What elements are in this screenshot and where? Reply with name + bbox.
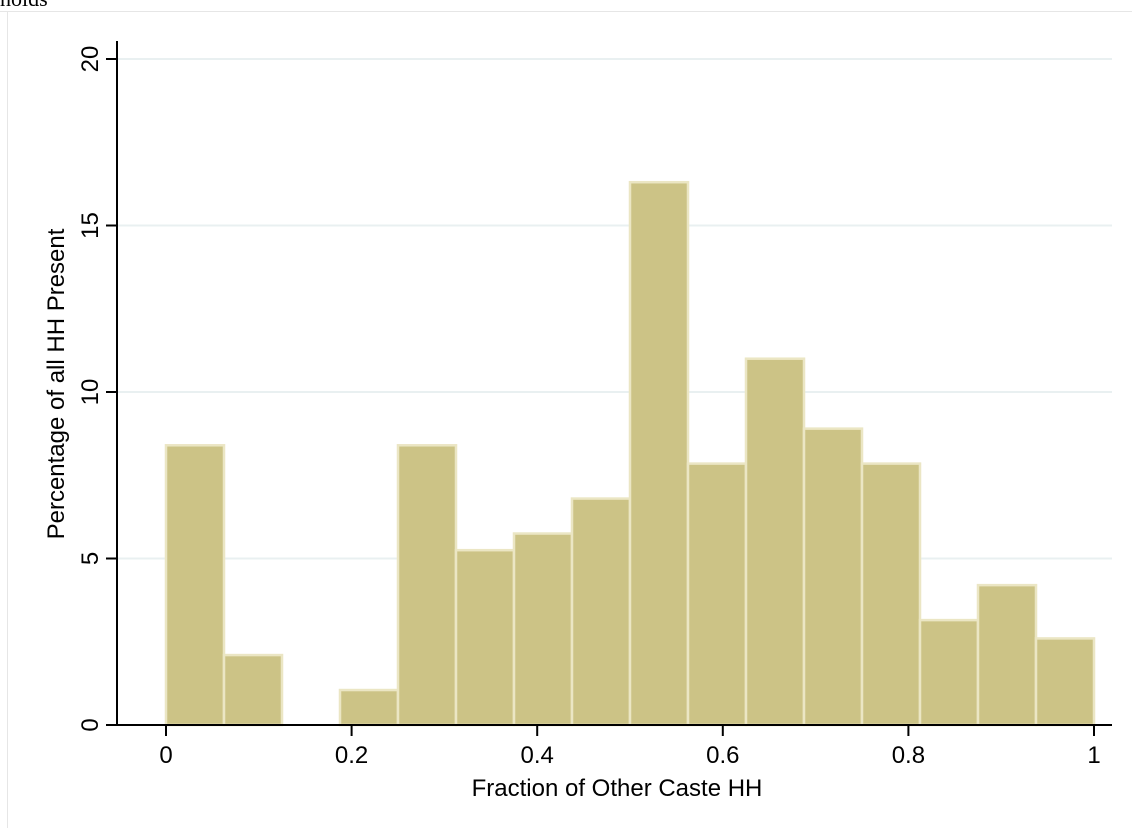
histogram-bar [976,583,1038,727]
tick-labels: 0 5 10 15 20 0 0.2 0.4 0.6 0.8 1 [77,46,1101,769]
y-tick-label: 15 [77,212,104,239]
histogram-bar [396,444,458,727]
x-tick-label: 1 [1087,742,1100,769]
histogram-bar [338,688,400,727]
top-rule [0,11,1132,12]
histogram-bar [512,532,574,727]
y-tick-label: 5 [77,552,104,565]
x-tick-label: 0.6 [706,742,739,769]
y-axis-label: Percentage of all HH Present [43,228,70,539]
histogram-bar [860,462,922,727]
x-axis-label: Fraction of Other Caste HH [472,775,763,802]
histogram-bar [570,497,632,727]
histogram-bar [454,548,516,727]
x-tick-label: 0 [159,742,172,769]
y-tick-label: 0 [77,718,104,731]
top-caption: holds [0,0,48,12]
histogram-bar [744,357,806,727]
x-tick-label: 0.2 [335,742,368,769]
y-tick-label: 10 [77,379,104,406]
histogram-bar [918,618,980,727]
histogram-bar [686,462,748,727]
left-rule [7,11,8,828]
histogram-bar [164,444,226,727]
histogram-bar [222,653,284,727]
x-tick-label: 0.4 [521,742,554,769]
bars [164,180,1096,727]
y-tick-label: 20 [77,46,104,73]
histogram-bar [1034,637,1096,727]
histogram-bar [628,180,690,727]
histogram-bar [802,427,864,727]
x-tick-label: 0.8 [892,742,925,769]
axes [106,41,1112,736]
grid-lines [117,58,1112,560]
